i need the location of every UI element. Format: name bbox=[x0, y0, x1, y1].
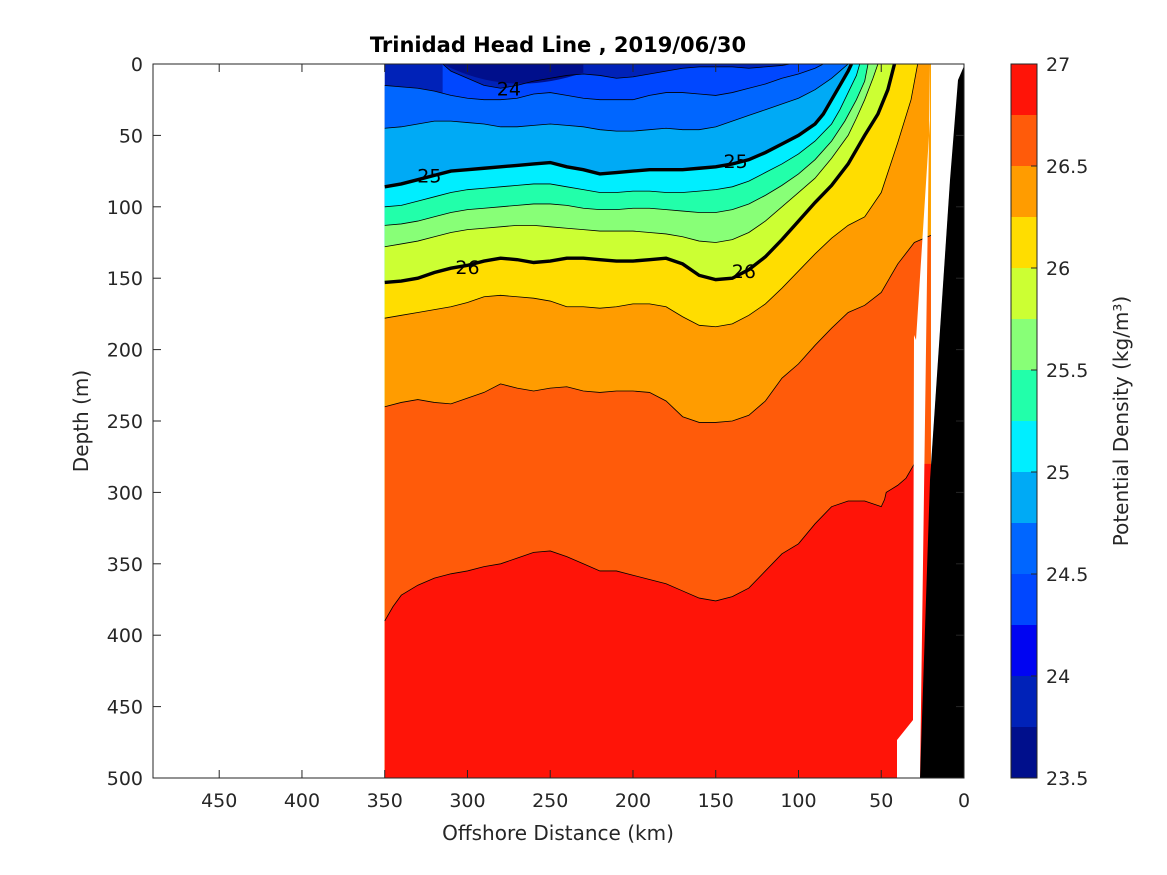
colorbar-band bbox=[1011, 421, 1037, 472]
isopycnal-line bbox=[384, 64, 824, 101]
colorbar-tick-label: 25.5 bbox=[1046, 360, 1088, 382]
x-tick-label: 200 bbox=[615, 790, 651, 812]
colorbar-tick-label: 24 bbox=[1046, 666, 1070, 688]
x-tick-label: 0 bbox=[958, 790, 970, 812]
colorbar-band bbox=[1011, 472, 1037, 523]
x-tick-label: 150 bbox=[698, 790, 734, 812]
y-axis-ticks: 0 50 100 150 200 250 300 350 400 450 500 bbox=[107, 54, 964, 790]
colorbar-band bbox=[1011, 64, 1037, 115]
colorbar-band bbox=[1011, 166, 1037, 217]
contour-labels: 24 25 25 26 26 bbox=[417, 78, 756, 283]
y-tick-label: 350 bbox=[107, 554, 143, 576]
y-tick-label: 400 bbox=[107, 625, 143, 647]
colorbar-label: Potential Density (kg/m³) bbox=[1109, 296, 1133, 547]
contour-label: 25 bbox=[724, 151, 748, 173]
y-tick-label: 50 bbox=[119, 125, 143, 147]
colorbar-band bbox=[1011, 115, 1037, 166]
x-tick-label: 450 bbox=[201, 790, 237, 812]
y-tick-label: 100 bbox=[107, 197, 143, 219]
colorbar-tick-label: 26.5 bbox=[1046, 156, 1088, 178]
isopycnal-line bbox=[384, 64, 849, 132]
isopycnal-line bbox=[384, 64, 879, 248]
isopycnal-line bbox=[384, 64, 897, 285]
colorbar-tick-label: 27 bbox=[1046, 54, 1070, 76]
colorbar-band bbox=[1011, 625, 1037, 676]
colorbar-band bbox=[1011, 268, 1037, 319]
isopycnal-line bbox=[384, 64, 869, 226]
colorbar: 23.5 24 24.5 25 25.5 26 26.5 27 bbox=[1010, 54, 1088, 790]
contour-label: 24 bbox=[497, 78, 521, 100]
isopycnal-line bbox=[442, 64, 791, 89]
x-axis-label: Offshore Distance (km) bbox=[442, 821, 674, 845]
x-tick-label: 100 bbox=[780, 790, 816, 812]
isopycnal-line bbox=[384, 64, 853, 189]
y-tick-label: 200 bbox=[107, 340, 143, 362]
contour-label: 25 bbox=[417, 165, 441, 187]
seafloor-bathymetry bbox=[920, 66, 964, 778]
isopycnal-lines bbox=[384, 64, 932, 622]
x-tick-label: 400 bbox=[284, 790, 320, 812]
colorbar-tick-label: 24.5 bbox=[1046, 564, 1088, 586]
chart-title: Trinidad Head Line , 2019/06/30 bbox=[370, 33, 746, 57]
contour-label: 26 bbox=[455, 257, 479, 279]
colorbar-band bbox=[1011, 523, 1037, 574]
colorbar-bands bbox=[1011, 64, 1037, 778]
colorbar-tick-label: 23.5 bbox=[1046, 768, 1088, 790]
contour-label: 26 bbox=[732, 261, 756, 283]
colorbar-band bbox=[1011, 319, 1037, 370]
colorbar-ticks: 23.5 24 24.5 25 25.5 26 26.5 27 bbox=[1031, 54, 1088, 790]
colorbar-tick-label: 26 bbox=[1046, 258, 1070, 280]
terrain bbox=[897, 64, 964, 778]
x-tick-label: 350 bbox=[367, 790, 403, 812]
y-tick-label: 0 bbox=[131, 54, 143, 76]
isopycnal-line bbox=[384, 64, 861, 208]
density-band bbox=[384, 463, 931, 778]
isopycnal-line bbox=[384, 64, 919, 328]
y-tick-label: 150 bbox=[107, 268, 143, 290]
no-data-gap bbox=[897, 64, 930, 778]
colorbar-band bbox=[1011, 217, 1037, 268]
colorbar-band bbox=[1011, 574, 1037, 625]
isopycnal-line bbox=[384, 234, 932, 423]
colorbar-tick-label: 25 bbox=[1046, 462, 1070, 484]
y-axis-label: Depth (m) bbox=[69, 370, 93, 472]
colorbar-frame bbox=[1010, 63, 1038, 779]
y-tick-label: 250 bbox=[107, 411, 143, 433]
colorbar-band bbox=[1011, 676, 1037, 727]
x-tick-label: 250 bbox=[532, 790, 568, 812]
y-tick-label: 300 bbox=[107, 482, 143, 504]
x-axis-ticks: 450 400 350 300 250 200 150 100 50 0 bbox=[201, 64, 970, 812]
isopycnal-line bbox=[384, 463, 915, 622]
y-tick-label: 500 bbox=[107, 768, 143, 790]
colorbar-band bbox=[1011, 370, 1037, 421]
density-section bbox=[384, 64, 931, 778]
colorbar-band bbox=[1011, 727, 1037, 778]
x-tick-label: 50 bbox=[869, 790, 893, 812]
y-tick-label: 450 bbox=[107, 697, 143, 719]
x-tick-label: 300 bbox=[449, 790, 485, 812]
